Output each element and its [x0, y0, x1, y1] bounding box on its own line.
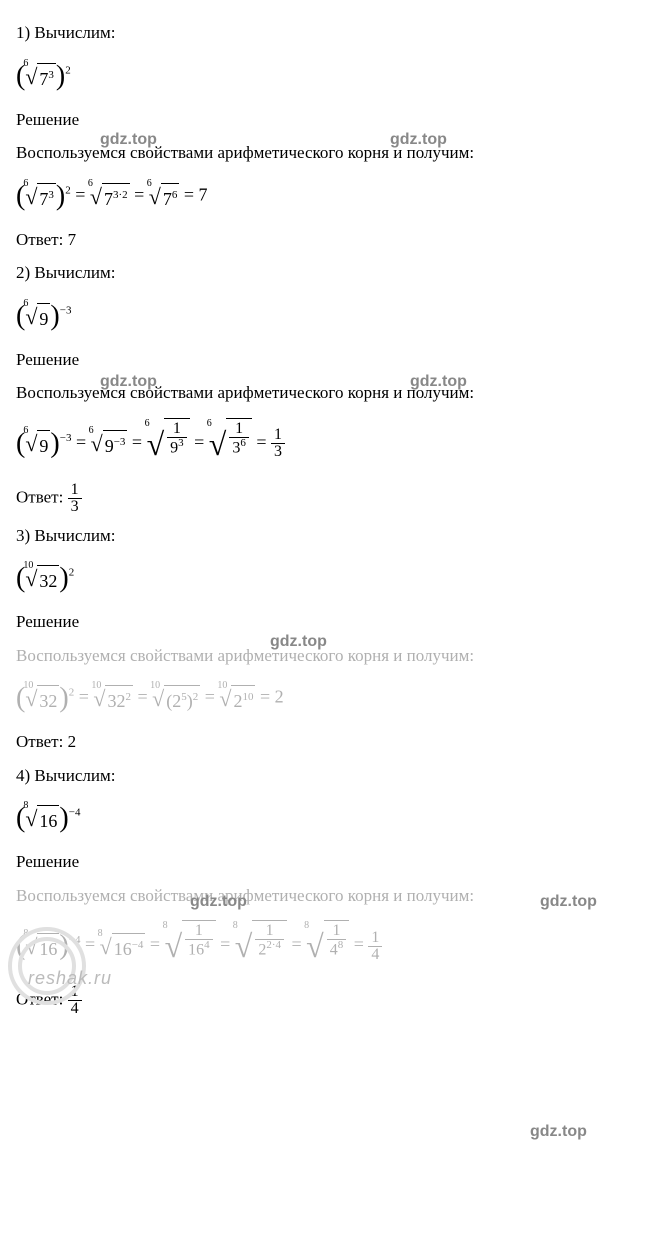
task-2-title: 2) Вычислим: — [16, 260, 634, 286]
task-1-expr: (6√73)2 — [16, 60, 634, 93]
root-index: 6 — [23, 56, 28, 71]
frac-den: 4 — [368, 947, 382, 963]
root-index: 10 — [23, 678, 33, 693]
task-4-explain: Воспользуемся свойствами арифметического… — [16, 883, 634, 909]
solution-label: Решение — [16, 347, 634, 373]
task-1-title: 1) Вычислим: — [16, 20, 634, 46]
root-index: 8 — [98, 926, 103, 941]
task-4-expr: (8√16)−4 — [16, 802, 634, 835]
root-index: 6 — [207, 416, 212, 431]
answer-value: 7 — [68, 230, 77, 249]
root-index: 6 — [145, 416, 150, 431]
frac-num: 1 — [255, 923, 284, 940]
task-3-answer: Ответ: 2 — [16, 729, 634, 755]
root-index: 8 — [304, 918, 309, 933]
solution-label: Решение — [16, 609, 634, 635]
root-index: 6 — [89, 423, 94, 438]
frac-num: 1 — [368, 930, 382, 947]
root-index: 10 — [150, 678, 160, 693]
task-1-explain: Воспользуемся свойствами арифметического… — [16, 140, 634, 166]
task-3-title: 3) Вычислим: — [16, 523, 634, 549]
root-index: 8 — [23, 926, 28, 941]
task-3-work: (10√32)2 = 10√322 = 10√(25)2 = 10√210 = … — [16, 682, 634, 715]
task-4-answer: Ответ: 14 — [16, 984, 634, 1017]
frac-num: 1 — [229, 421, 249, 438]
task-2-answer: Ответ: 13 — [16, 482, 634, 515]
answer-label: Ответ: — [16, 230, 68, 249]
task-4-work: (8√16)−4 = 8√16−4 = 8√1164 = 8√122·4 = 8… — [16, 922, 634, 970]
frac-num: 1 — [167, 421, 187, 438]
answer-value: 2 — [68, 732, 77, 751]
root-index: 6 — [23, 296, 28, 311]
task-3-explain: Воспользуемся свойствами арифметического… — [16, 643, 634, 669]
answer-label: Ответ: — [16, 989, 68, 1008]
task-2-expr: (6√9)−3 — [16, 300, 634, 333]
frac-num: 1 — [185, 923, 213, 940]
root-index: 10 — [217, 678, 227, 693]
answer-label: Ответ: — [16, 487, 68, 506]
root-index: 6 — [88, 176, 93, 191]
frac-num: 1 — [68, 984, 82, 1001]
task-1-answer: Ответ: 7 — [16, 227, 634, 253]
task-2-explain: Воспользуемся свойствами арифметического… — [16, 380, 634, 406]
frac-num: 1 — [68, 482, 82, 499]
root-index: 10 — [91, 678, 101, 693]
frac-den: 3 — [68, 499, 82, 515]
root-index: 6 — [23, 423, 28, 438]
task-3-expr: (10√32)2 — [16, 562, 634, 595]
root-index: 10 — [23, 558, 33, 573]
task-2-work: (6√9)−3 = 6√9−3 = 6√193 = 6√136 = 13 — [16, 420, 634, 468]
root-index: 8 — [163, 918, 168, 933]
frac-num: 1 — [271, 427, 285, 444]
frac-den: 3 — [271, 444, 285, 460]
root-index: 6 — [147, 176, 152, 191]
task-1-work: (6√73)2 = 6√73·2 = 6√76 = 7 — [16, 180, 634, 213]
root-index: 8 — [23, 798, 28, 813]
root-index: 6 — [23, 176, 28, 191]
watermark-gdz: gdz.top — [530, 1120, 587, 1144]
solution-label: Решение — [16, 849, 634, 875]
answer-label: Ответ: — [16, 732, 68, 751]
solution-label: Решение — [16, 107, 634, 133]
frac-den: 4 — [68, 1001, 82, 1017]
root-index: 8 — [233, 918, 238, 933]
frac-num: 1 — [327, 923, 347, 940]
task-4-title: 4) Вычислим: — [16, 763, 634, 789]
